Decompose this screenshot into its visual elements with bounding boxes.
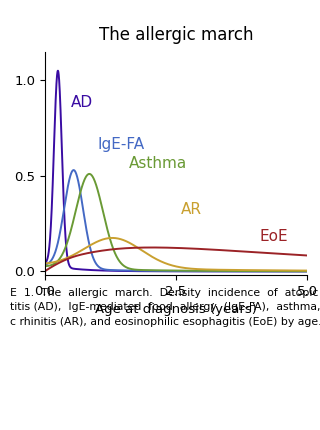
Text: EoE: EoE	[260, 229, 289, 244]
Text: AR: AR	[181, 202, 202, 217]
Title: The allergic march: The allergic march	[99, 27, 253, 44]
Text: Asthma: Asthma	[129, 156, 187, 171]
X-axis label: Age at diagnosis (years): Age at diagnosis (years)	[95, 304, 257, 316]
Text: AD: AD	[71, 95, 93, 110]
Text: E  1.  The  allergic  march.  Density  incidence  of  atopic
titis (AD),  IgE-me: E 1. The allergic march. Density inciden…	[10, 288, 320, 327]
Text: IgE-FA: IgE-FA	[97, 137, 144, 152]
